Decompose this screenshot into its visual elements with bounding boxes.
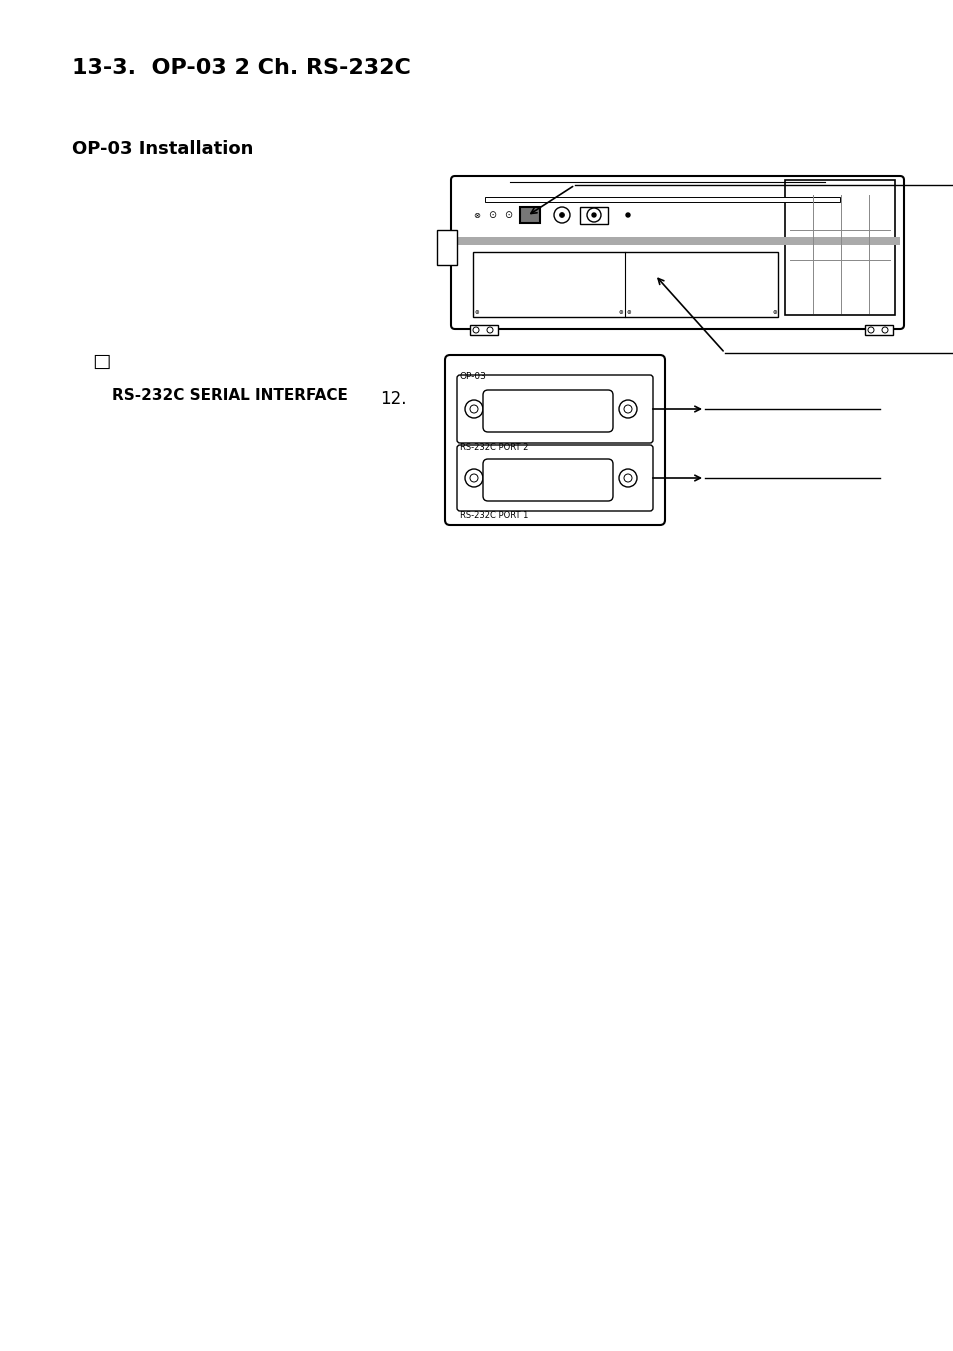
Circle shape (486, 327, 493, 332)
Bar (519, 207, 539, 223)
Bar (470, 326, 497, 335)
Text: ⊙: ⊙ (487, 209, 496, 220)
Text: ⊙: ⊙ (503, 209, 512, 220)
Text: RS-232C PORT 1: RS-232C PORT 1 (459, 511, 528, 520)
Circle shape (623, 474, 631, 482)
Text: ⊗: ⊗ (473, 211, 480, 219)
Text: □: □ (91, 353, 111, 372)
Circle shape (558, 212, 564, 218)
FancyBboxPatch shape (482, 459, 613, 501)
Circle shape (618, 469, 637, 486)
FancyBboxPatch shape (444, 355, 664, 526)
Circle shape (882, 327, 887, 332)
Text: RS-232C SERIAL INTERFACE: RS-232C SERIAL INTERFACE (112, 388, 348, 403)
Text: ⊗: ⊗ (626, 311, 631, 316)
Bar (510, 176, 824, 188)
Text: OP-03 Installation: OP-03 Installation (71, 141, 253, 158)
Circle shape (470, 474, 477, 482)
Bar (473, 253, 778, 317)
FancyBboxPatch shape (482, 390, 613, 432)
Text: OP-03: OP-03 (459, 372, 486, 381)
Bar (484, 197, 840, 203)
Bar (455, 236, 899, 245)
Bar (579, 207, 607, 224)
Circle shape (625, 213, 629, 218)
Circle shape (586, 208, 600, 222)
Circle shape (867, 327, 873, 332)
Text: 13-3.  OP-03 2 Ch. RS-232C: 13-3. OP-03 2 Ch. RS-232C (71, 58, 411, 78)
Circle shape (470, 405, 477, 413)
Text: ⊗: ⊗ (772, 311, 777, 316)
Circle shape (464, 469, 482, 486)
Circle shape (592, 213, 596, 218)
FancyBboxPatch shape (451, 176, 903, 330)
Circle shape (623, 405, 631, 413)
Text: ⊗: ⊗ (475, 311, 478, 316)
Circle shape (464, 400, 482, 417)
Text: 12.: 12. (379, 390, 406, 408)
Bar (784, 180, 894, 315)
Circle shape (554, 207, 569, 223)
FancyBboxPatch shape (456, 444, 652, 511)
Bar (436, 230, 456, 265)
Text: RS-232C PORT 2: RS-232C PORT 2 (459, 443, 528, 453)
Text: ⊗: ⊗ (618, 311, 622, 316)
Circle shape (618, 400, 637, 417)
Bar (864, 326, 892, 335)
Circle shape (473, 327, 478, 332)
FancyBboxPatch shape (456, 376, 652, 443)
